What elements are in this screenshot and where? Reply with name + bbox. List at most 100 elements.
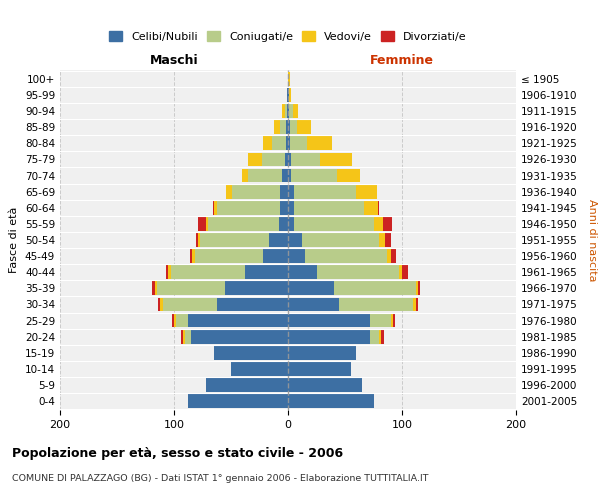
Bar	[284, 152, 288, 166]
Bar	[337, 168, 360, 182]
Bar	[163, 298, 217, 312]
Bar	[294, 201, 364, 214]
Bar	[206, 378, 288, 392]
Bar	[288, 72, 290, 86]
Bar	[226, 185, 232, 198]
Bar	[158, 298, 160, 312]
Bar	[214, 201, 217, 214]
Bar	[382, 330, 384, 344]
Bar	[292, 152, 320, 166]
Bar	[288, 314, 370, 328]
Bar	[174, 314, 176, 328]
Bar	[248, 168, 283, 182]
Bar	[379, 330, 382, 344]
Bar	[302, 233, 379, 247]
Bar	[288, 298, 340, 312]
Bar	[157, 282, 226, 295]
Bar	[364, 201, 378, 214]
Bar	[196, 233, 198, 247]
Bar	[391, 250, 397, 263]
Bar	[214, 346, 288, 360]
Bar	[288, 394, 373, 408]
Bar	[191, 330, 288, 344]
Bar	[378, 201, 379, 214]
Bar	[206, 217, 208, 230]
Bar	[290, 120, 297, 134]
Bar	[188, 394, 288, 408]
Bar	[172, 314, 174, 328]
Bar	[288, 201, 294, 214]
Bar	[288, 233, 302, 247]
Bar	[383, 217, 392, 230]
Bar	[305, 250, 387, 263]
Bar	[288, 266, 317, 279]
Bar	[242, 168, 248, 182]
Text: COMUNE DI PALAZZAGO (BG) - Dati ISTAT 1° gennaio 2006 - Elaborazione TUTTITALIA.: COMUNE DI PALAZZAGO (BG) - Dati ISTAT 1°…	[12, 474, 428, 483]
Bar	[288, 168, 292, 182]
Bar	[413, 298, 416, 312]
Bar	[185, 330, 191, 344]
Bar	[155, 282, 157, 295]
Bar	[307, 136, 332, 150]
Bar	[160, 298, 163, 312]
Bar	[272, 136, 286, 150]
Bar	[286, 120, 288, 134]
Bar	[290, 136, 307, 150]
Bar	[288, 104, 289, 118]
Legend: Celibi/Nubili, Coniugati/e, Vedovi/e, Divorziati/e: Celibi/Nubili, Coniugati/e, Vedovi/e, Di…	[106, 28, 470, 46]
Bar	[263, 250, 288, 263]
Bar	[284, 104, 287, 118]
Text: Maschi: Maschi	[149, 54, 199, 67]
Bar	[176, 314, 188, 328]
Bar	[416, 298, 418, 312]
Bar	[217, 201, 280, 214]
Bar	[213, 201, 214, 214]
Bar	[340, 298, 413, 312]
Bar	[288, 120, 290, 134]
Bar	[387, 250, 391, 263]
Bar	[269, 233, 288, 247]
Bar	[289, 88, 292, 102]
Bar	[356, 185, 377, 198]
Bar	[279, 217, 288, 230]
Bar	[200, 233, 269, 247]
Bar	[170, 266, 245, 279]
Bar	[288, 378, 362, 392]
Bar	[385, 233, 391, 247]
Bar	[288, 250, 305, 263]
Bar	[418, 282, 420, 295]
Bar	[217, 298, 288, 312]
Bar	[402, 266, 408, 279]
Bar	[188, 314, 288, 328]
Bar	[280, 201, 288, 214]
Bar	[208, 217, 279, 230]
Bar	[288, 136, 290, 150]
Bar	[416, 282, 418, 295]
Bar	[287, 104, 288, 118]
Bar	[181, 330, 183, 344]
Bar	[294, 185, 356, 198]
Bar	[190, 250, 192, 263]
Bar	[293, 104, 298, 118]
Bar	[192, 250, 194, 263]
Bar	[320, 152, 352, 166]
Y-axis label: Anni di nascita: Anni di nascita	[587, 198, 597, 281]
Bar	[166, 266, 168, 279]
Bar	[288, 217, 294, 230]
Bar	[370, 330, 379, 344]
Bar	[286, 136, 288, 150]
Bar	[245, 266, 288, 279]
Bar	[198, 233, 200, 247]
Bar	[226, 282, 288, 295]
Bar	[288, 282, 334, 295]
Text: Femmine: Femmine	[370, 54, 434, 67]
Bar	[168, 266, 170, 279]
Bar	[248, 152, 262, 166]
Bar	[232, 185, 280, 198]
Bar	[280, 185, 288, 198]
Bar	[289, 104, 293, 118]
Bar	[288, 330, 370, 344]
Y-axis label: Fasce di età: Fasce di età	[10, 207, 19, 273]
Bar	[398, 266, 402, 279]
Bar	[370, 314, 391, 328]
